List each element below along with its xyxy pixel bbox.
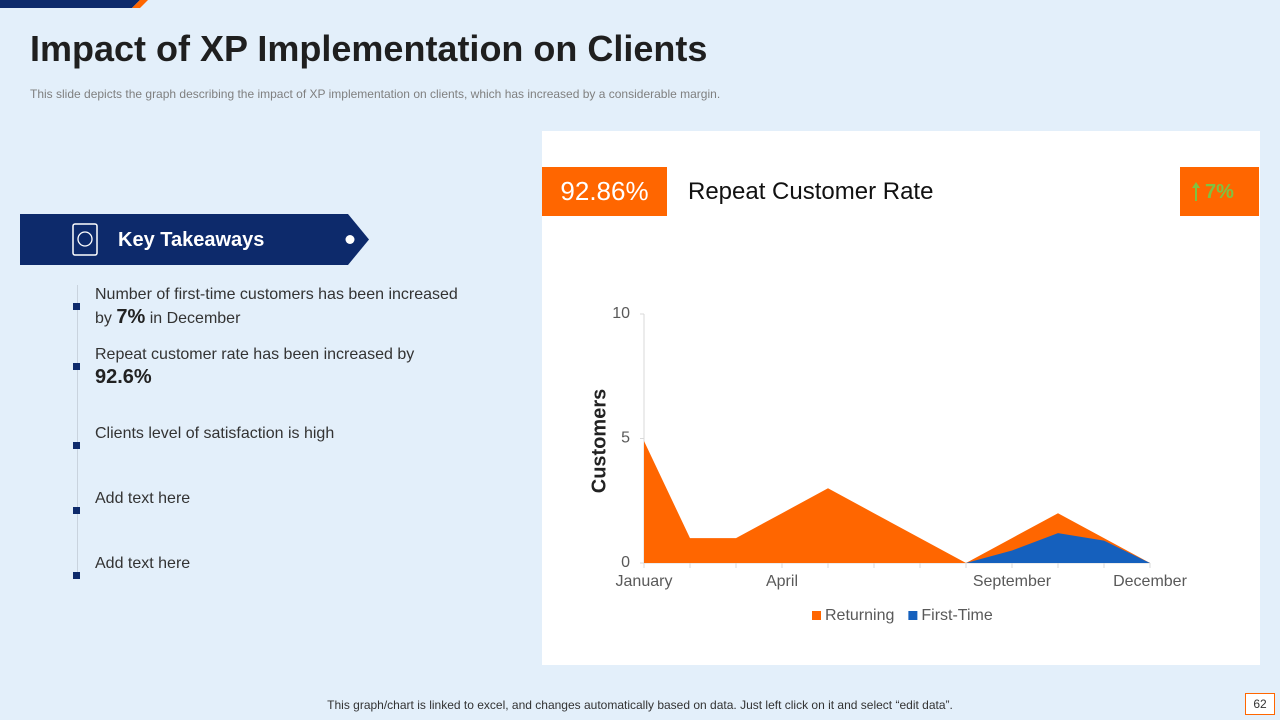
y-axis-label: Customers — [588, 389, 610, 493]
bullet-dot — [73, 507, 80, 514]
legend-label: First-Time — [921, 607, 992, 624]
takeaway-text: Add text here — [95, 490, 191, 507]
x-tick-label: January — [616, 573, 673, 590]
kpi-value: 92.86% — [542, 167, 667, 216]
takeaway: Repeat customer rate has been increased … — [95, 343, 475, 389]
takeaway-text: Add text here — [95, 555, 191, 572]
takeaways-heading: Key Takeaways — [118, 229, 265, 251]
x-tick-label: December — [1113, 573, 1187, 590]
chart-panel — [542, 131, 1260, 665]
y-tick-label: 5 — [621, 430, 630, 447]
takeaway: Add text here — [95, 487, 475, 510]
area — [644, 533, 1150, 563]
bullet-dot — [73, 303, 80, 310]
kpi-label: Repeat Customer Rate — [688, 178, 934, 205]
takeaway: Number of first-time customers has been … — [95, 283, 475, 330]
chart: Customers 0 5 10 January April September Decem… — [588, 305, 1187, 624]
takeaway: Clients level of satisfaction is high — [95, 422, 475, 445]
legend-label: Returning — [825, 607, 894, 624]
x-tick-label: April — [766, 573, 798, 590]
subtitle: This slide depicts the graph describing … — [30, 87, 721, 101]
footnote: This graph/chart is linked to excel, and… — [327, 698, 953, 712]
y-tick-label: 0 — [621, 554, 630, 571]
y-tick-label: 10 — [612, 305, 630, 322]
takeaway-highlight: 7% — [116, 306, 146, 328]
bullet-dot — [73, 572, 80, 579]
legend-swatch — [812, 611, 821, 620]
kpi-change: 7% — [1205, 181, 1234, 203]
bullet-dot — [73, 363, 80, 370]
takeaway-text: in December — [145, 310, 241, 327]
bullet-dot — [73, 442, 80, 449]
x-tick-label: September — [973, 573, 1052, 590]
page-number: 62 — [1245, 693, 1275, 715]
takeaway-highlight: 92.6% — [95, 366, 152, 388]
up-arrow — [1192, 182, 1200, 201]
takeaways-banner — [20, 214, 369, 265]
legend-swatch — [908, 611, 918, 620]
title: Impact of XP Implementation on Clients — [30, 28, 708, 69]
takeaway-text: Clients level of satisfaction is high — [95, 425, 335, 442]
corner-accent — [0, 0, 148, 8]
takeaway-text: Repeat customer rate has been increased … — [95, 346, 415, 363]
area — [644, 440, 1150, 563]
rail — [77, 285, 78, 575]
takeaway-text: Number of first-time customers has been … — [95, 286, 458, 327]
kpi-change-box — [1180, 167, 1259, 216]
takeaway: Add text here — [95, 552, 475, 575]
